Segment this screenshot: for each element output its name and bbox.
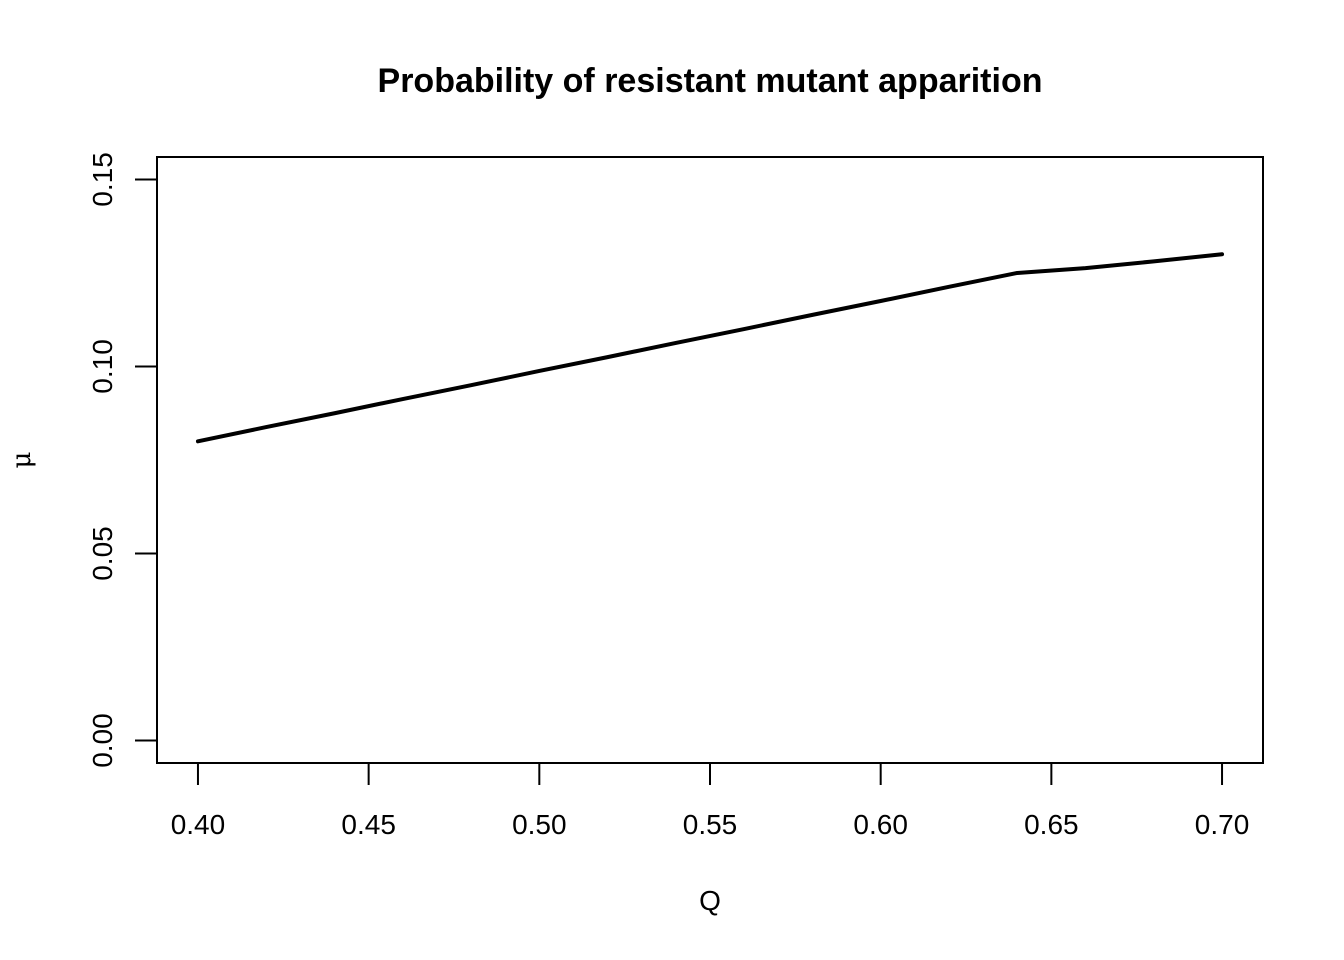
x-tick-label: 0.65 — [1024, 809, 1079, 840]
y-tick-label: 0.05 — [87, 526, 118, 581]
x-tick-label: 0.55 — [683, 809, 738, 840]
x-tick-label: 0.60 — [853, 809, 908, 840]
series-layer — [195, 252, 1225, 444]
y-tick-label: 0.10 — [87, 339, 118, 394]
y-axis-label: μ — [7, 452, 37, 469]
x-tick-label: 0.45 — [341, 809, 396, 840]
x-tick-label: 0.70 — [1195, 809, 1250, 840]
x-axis-label: Q — [699, 885, 721, 916]
y-axis: 0.00 0.05 0.10 0.15 — [87, 152, 158, 768]
chart-title: Probability of resistant mutant appariti… — [378, 62, 1043, 100]
series-line-0 — [195, 252, 1225, 444]
x-tick-label: 0.50 — [512, 809, 567, 840]
x-axis: 0.40 0.45 0.50 0.55 0.60 0.65 0.70 — [171, 762, 1250, 840]
y-tick-label: 0.00 — [87, 713, 118, 768]
y-tick-label: 0.15 — [87, 152, 118, 207]
x-tick-label: 0.40 — [171, 809, 226, 840]
